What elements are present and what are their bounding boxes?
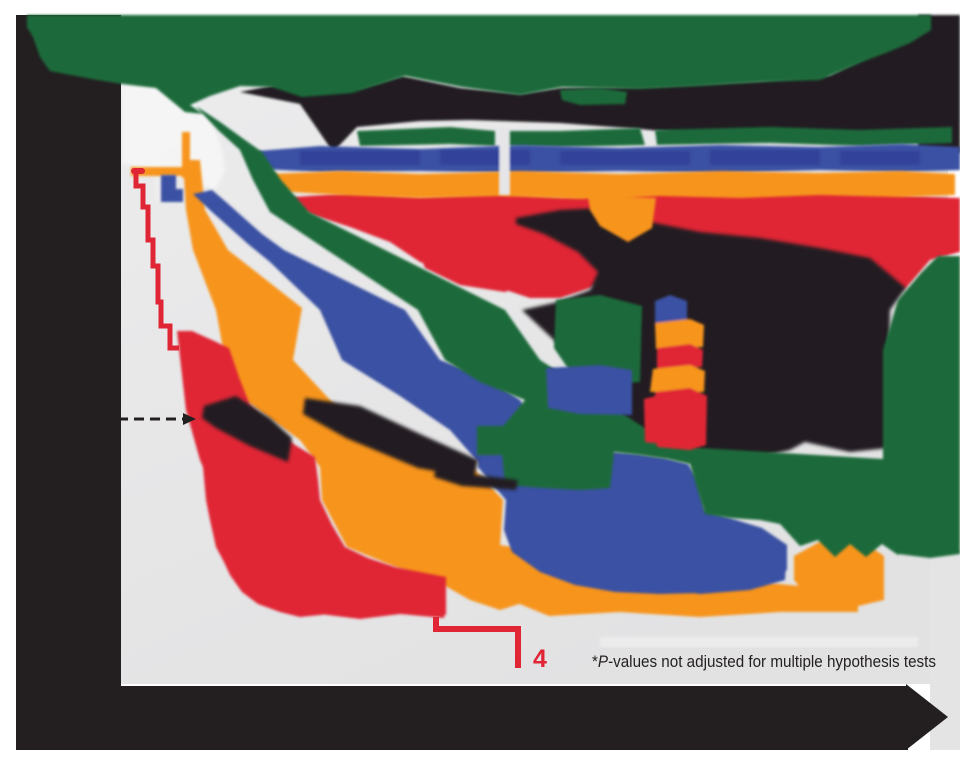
svg-text:4: 4 (533, 645, 547, 673)
svg-text:*P-values not adjusted for mul: *P-values not adjusted for multiple hypo… (592, 652, 936, 671)
